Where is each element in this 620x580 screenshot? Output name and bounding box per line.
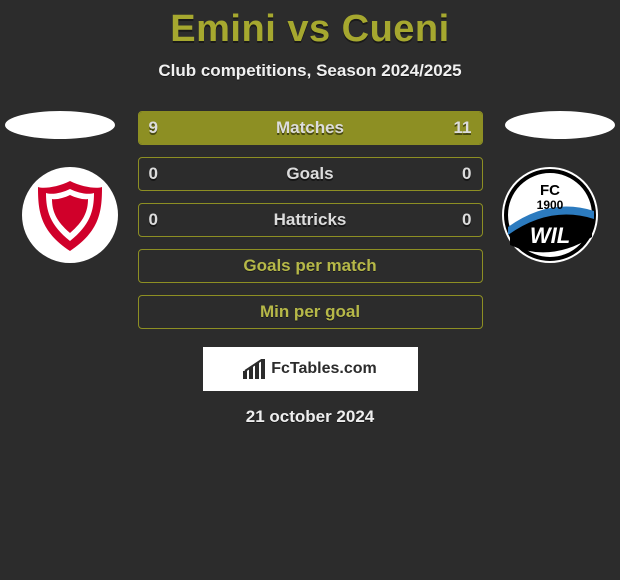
stat-rows: 9 Matches 11 0 Goals 0 0 Hattricks 0 Goals per ma… [138, 111, 483, 329]
team-left-badge [20, 165, 120, 265]
page-title: Emini vs Cueni [0, 0, 620, 51]
stat-label: Goals per match [243, 256, 376, 276]
stat-label: Matches [276, 118, 344, 138]
stat-value-left: 9 [149, 118, 158, 138]
stat-row: Goals per match [138, 249, 483, 283]
date-label: 21 october 2024 [0, 407, 620, 427]
team-right-badge: FC 1900 WIL [500, 165, 600, 265]
stat-label: Min per goal [260, 302, 360, 322]
stat-value-right: 0 [462, 164, 471, 184]
stat-label: Hattricks [274, 210, 347, 230]
stat-value-left: 0 [149, 164, 158, 184]
stat-value-left: 0 [149, 210, 158, 230]
stat-value-right: 11 [454, 118, 472, 138]
stat-label: Goals [286, 164, 333, 184]
svg-text:FC: FC [540, 182, 560, 199]
svg-text:1900: 1900 [537, 198, 564, 212]
stat-bar-left [139, 112, 293, 144]
stat-row: Min per goal [138, 295, 483, 329]
stat-row: 0 Hattricks 0 [138, 203, 483, 237]
team-right-oval [505, 111, 615, 139]
brand-bars-icon [243, 359, 267, 379]
subtitle: Club competitions, Season 2024/2025 [0, 61, 620, 81]
svg-text:WIL: WIL [530, 223, 570, 248]
comparison-content: FC 1900 WIL 9Matches110Goals00Hattricks0… [0, 111, 620, 329]
team-right-crest-icon: FC 1900 WIL [500, 165, 600, 265]
brand-box[interactable]: FcTables.com [203, 347, 418, 391]
stat-row: 0 Goals 0 [138, 157, 483, 191]
stat-row: 9 Matches 11 [138, 111, 483, 145]
stat-value-right: 0 [462, 210, 471, 230]
team-left-oval [5, 111, 115, 139]
team-left-crest-icon [20, 165, 120, 265]
footer: FcTables.com [0, 347, 620, 391]
brand-label: FcTables.com [271, 360, 377, 378]
